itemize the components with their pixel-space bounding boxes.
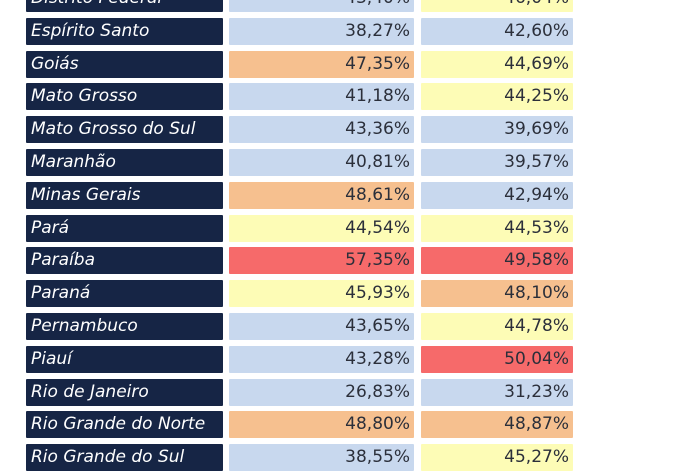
- value-col-1: 43,36%: [229, 116, 414, 144]
- value-col-2: 42,94%: [421, 181, 573, 209]
- state-name: Goiás: [26, 50, 223, 78]
- state-name: Maranhão: [26, 149, 223, 176]
- state-name: Rio Grande do Sul: [26, 444, 223, 471]
- table-row: Piauí 43,28% 50,04%: [0, 345, 697, 373]
- table-row: Mato Grosso 41,18% 44,25%: [0, 83, 697, 111]
- state-name: Mato Grosso: [26, 83, 223, 111]
- state-name: Mato Grosso do Sul: [26, 116, 223, 144]
- value-col-1: 57,35%: [229, 247, 414, 275]
- table-row: Goiás 47,35% 44,69%: [0, 50, 697, 78]
- state-name: Piauí: [26, 345, 223, 373]
- value-col-1: 47,35%: [229, 50, 414, 78]
- value-col-1: 38,55%: [229, 444, 414, 471]
- state-name: Pernambuco: [26, 313, 223, 340]
- table-row: Rio Grande do Sul 38,55% 45,27%: [0, 444, 697, 471]
- state-name: Rio Grande do Norte: [26, 411, 223, 439]
- state-name: Minas Gerais: [26, 181, 223, 209]
- table-row: Minas Gerais 48,61% 42,94%: [0, 181, 697, 209]
- table-row: Mato Grosso do Sul 43,36% 39,69%: [0, 116, 697, 144]
- state-name: Paraná: [26, 280, 223, 308]
- state-name: Paraíba: [26, 247, 223, 275]
- value-col-2: 50,04%: [421, 345, 573, 373]
- value-col-1: 41,18%: [229, 83, 414, 111]
- value-col-1: 43,65%: [229, 313, 414, 340]
- state-name: Espírito Santo: [26, 17, 223, 45]
- table-row: Paraná 45,93% 48,10%: [0, 280, 697, 308]
- value-col-2: 48,87%: [421, 411, 573, 439]
- state-name: Rio de Janeiro: [26, 378, 223, 406]
- state-name: Distrito Federal: [26, 0, 223, 12]
- table-row: Espírito Santo 38,27% 42,60%: [0, 17, 697, 45]
- value-col-2: 42,60%: [421, 17, 573, 45]
- value-col-2: 44,78%: [421, 313, 573, 340]
- value-col-1: 44,54%: [229, 214, 414, 242]
- value-col-2: 48,10%: [421, 280, 573, 308]
- value-col-2: 39,69%: [421, 116, 573, 144]
- value-col-1: 26,83%: [229, 378, 414, 406]
- value-col-2: 44,69%: [421, 50, 573, 78]
- value-col-2: 31,23%: [421, 378, 573, 406]
- table-row: Pará 44,54% 44,53%: [0, 214, 697, 242]
- value-col-1: 48,61%: [229, 181, 414, 209]
- table-row: Paraíba 57,35% 49,58%: [0, 247, 697, 275]
- value-col-2: 39,57%: [421, 149, 573, 176]
- value-col-2: 49,58%: [421, 247, 573, 275]
- table-row: Rio Grande do Norte 48,80% 48,87%: [0, 411, 697, 439]
- value-col-2: 45,27%: [421, 444, 573, 471]
- value-col-2: 44,25%: [421, 83, 573, 111]
- value-col-1: 48,80%: [229, 411, 414, 439]
- value-col-2: 46,04%: [421, 0, 573, 12]
- table-row: Pernambuco 43,65% 44,78%: [0, 313, 697, 340]
- state-name: Pará: [26, 214, 223, 242]
- table-row: Rio de Janeiro 26,83% 31,23%: [0, 378, 697, 406]
- value-col-1: 43,28%: [229, 345, 414, 373]
- table-row: Distrito Federal 43,40% 46,04%: [0, 0, 697, 12]
- value-col-1: 38,27%: [229, 17, 414, 45]
- value-col-1: 40,81%: [229, 149, 414, 176]
- table-row: Maranhão 40,81% 39,57%: [0, 149, 697, 176]
- value-col-1: 45,93%: [229, 280, 414, 308]
- value-col-1: 43,40%: [229, 0, 414, 12]
- value-col-2: 44,53%: [421, 214, 573, 242]
